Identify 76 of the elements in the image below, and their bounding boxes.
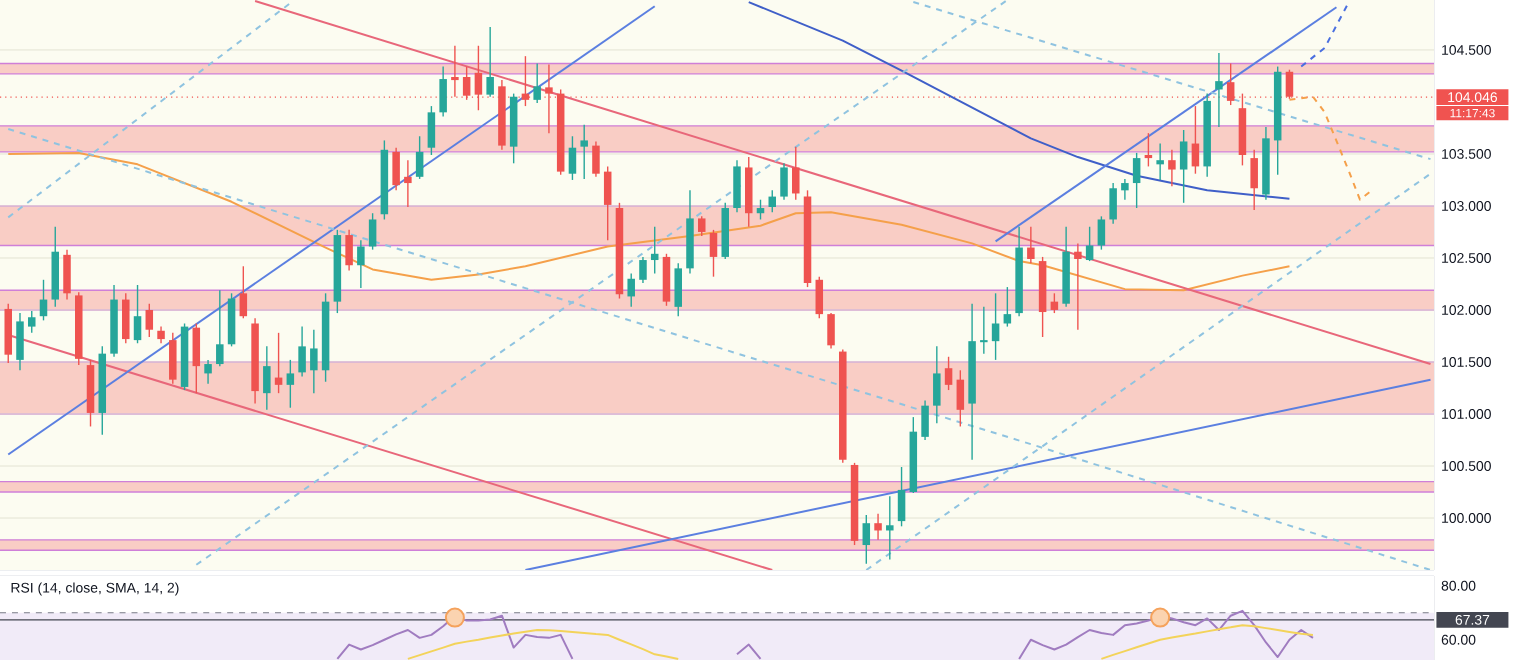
candlestick xyxy=(768,189,777,213)
candlestick xyxy=(169,332,177,385)
candlestick xyxy=(886,495,894,561)
candlestick xyxy=(227,292,236,348)
candlestick xyxy=(709,229,718,278)
candlestick xyxy=(1097,215,1106,251)
candlestick xyxy=(980,306,988,355)
candlestick xyxy=(1238,92,1247,167)
candlestick xyxy=(662,253,671,307)
candlestick xyxy=(204,359,212,385)
candlestick xyxy=(392,147,400,192)
candlestick xyxy=(192,322,201,394)
line-series xyxy=(7,151,1291,292)
candlestick xyxy=(122,292,130,344)
candlestick xyxy=(1156,142,1164,181)
candlestick xyxy=(862,514,871,565)
line-series xyxy=(1288,95,1373,201)
candlestick xyxy=(1215,52,1223,128)
candlestick xyxy=(1085,226,1094,262)
candlestick xyxy=(815,275,824,319)
candlestick xyxy=(603,165,612,241)
candlestick xyxy=(4,303,12,364)
candlestick xyxy=(39,279,48,322)
candlestick xyxy=(874,513,882,541)
candlestick xyxy=(145,303,154,338)
candlestick xyxy=(744,156,753,228)
candlestick xyxy=(756,199,765,221)
candlestick xyxy=(286,359,295,409)
candlestick xyxy=(1109,182,1117,225)
candlestick xyxy=(51,226,60,308)
candlestick xyxy=(415,135,424,180)
candlestick xyxy=(674,262,682,317)
candlestick xyxy=(944,356,953,391)
candlestick xyxy=(933,345,941,425)
candlestick xyxy=(921,399,929,441)
candlestick xyxy=(639,256,647,284)
candlestick xyxy=(897,466,906,528)
candlestick xyxy=(216,289,224,367)
candlestick xyxy=(697,215,706,237)
candlestick xyxy=(592,140,600,178)
candlestick xyxy=(368,212,377,251)
candlestick xyxy=(63,248,71,301)
candlestick xyxy=(1027,226,1035,264)
candlestick xyxy=(298,325,306,378)
candlestick xyxy=(1132,152,1141,209)
candlestick xyxy=(1168,149,1176,187)
candlestick xyxy=(1250,149,1258,211)
candlestick xyxy=(310,329,318,394)
candlestick xyxy=(133,284,142,344)
candlestick xyxy=(16,312,24,371)
candlestick xyxy=(357,239,365,289)
candlestick xyxy=(580,124,588,180)
candlestick xyxy=(568,135,577,181)
candlestick xyxy=(239,265,248,319)
candlestick xyxy=(345,229,353,272)
candlestick xyxy=(1003,286,1012,328)
candlestick xyxy=(427,105,436,156)
candlestick xyxy=(991,292,1000,361)
candlestick xyxy=(1179,129,1188,204)
candlestick xyxy=(827,312,835,350)
candlestick xyxy=(956,369,965,428)
candlestick xyxy=(439,65,447,118)
candlestick xyxy=(627,272,635,308)
candlestick xyxy=(1074,242,1082,331)
candlestick xyxy=(1191,105,1200,175)
candlestick xyxy=(486,26,494,98)
candlestick xyxy=(404,159,412,208)
line-series xyxy=(747,1,1291,200)
candlestick xyxy=(1121,178,1129,201)
candlestick xyxy=(27,310,36,334)
candlestick xyxy=(86,359,95,428)
candlestick xyxy=(792,145,800,201)
candlestick xyxy=(733,159,741,213)
candlestick xyxy=(780,162,788,201)
candlestick xyxy=(533,62,541,104)
candlestick xyxy=(263,345,271,411)
